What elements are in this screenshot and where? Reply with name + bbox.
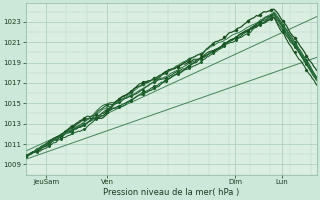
X-axis label: Pression niveau de la mer( hPa ): Pression niveau de la mer( hPa ) [103, 188, 239, 197]
